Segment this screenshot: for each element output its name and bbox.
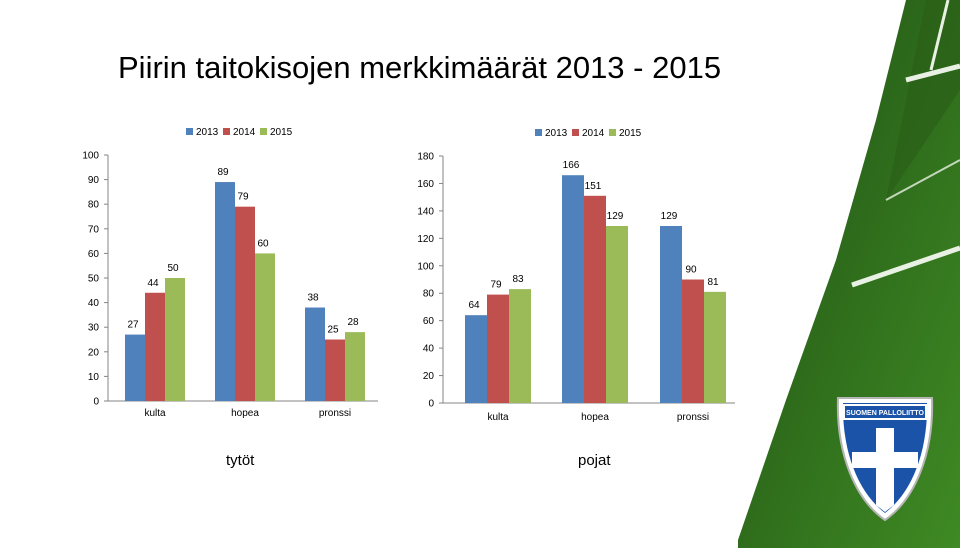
bar	[125, 334, 145, 401]
girls-bar-chart: 0 10 20 30 40 50 60 70 80 90 100 27 44 50 kulta 89 79 60 h…	[82, 127, 378, 419]
legend-swatch	[609, 129, 616, 136]
category-label: kulta	[144, 408, 166, 419]
data-label: 25	[327, 325, 339, 336]
data-label: 79	[490, 280, 502, 291]
data-label: 28	[347, 317, 359, 328]
legend-swatch	[572, 129, 579, 136]
data-label: 44	[147, 278, 159, 289]
data-label: 129	[661, 211, 678, 222]
category-label: hopea	[231, 408, 259, 419]
y-tick-label: 60	[423, 316, 435, 327]
data-label: 89	[217, 167, 229, 178]
bar	[487, 294, 509, 403]
legend-label: 2014	[233, 127, 256, 138]
category-label: kulta	[487, 412, 509, 423]
legend-label: 2013	[545, 128, 568, 139]
bar	[235, 206, 255, 401]
y-tick-label: 140	[417, 206, 434, 217]
girls-chart-caption: tytöt	[226, 452, 255, 469]
y-tick-label: 90	[88, 175, 100, 186]
data-label: 166	[563, 160, 580, 171]
y-tick-label: 0	[93, 397, 99, 408]
data-label: 151	[585, 181, 602, 192]
y-tick-label: 70	[88, 224, 100, 235]
bar	[305, 307, 325, 401]
bar	[562, 175, 584, 403]
boys-bar-chart: 0 20 40 60 80 100 120 140 160 180 64 79 83 kulta 166 15…	[417, 128, 735, 423]
legend-swatch	[535, 129, 542, 136]
data-label: 79	[237, 192, 249, 203]
y-tick-label: 50	[88, 274, 100, 285]
y-tick-label: 100	[417, 261, 434, 272]
y-tick-label: 20	[88, 347, 100, 358]
category-label: pronssi	[319, 408, 351, 419]
boys-chart-caption: pojat	[578, 452, 611, 469]
data-label: 90	[685, 265, 697, 276]
data-label: 27	[127, 320, 139, 331]
bar	[345, 332, 365, 401]
y-tick-label: 40	[423, 344, 435, 355]
y-tick-label: 60	[88, 249, 100, 260]
bar	[145, 292, 165, 401]
legend-swatch	[186, 128, 193, 135]
y-tick-label: 40	[88, 298, 100, 309]
bar	[165, 278, 185, 401]
y-tick-label: 30	[88, 323, 100, 334]
legend-label: 2014	[582, 128, 605, 139]
logo-text: SUOMEN PALLOLIITTO	[846, 410, 924, 417]
category-label: hopea	[581, 412, 609, 423]
y-tick-label: 160	[417, 179, 434, 190]
y-tick-label: 120	[417, 234, 434, 245]
data-label: 50	[167, 263, 179, 274]
y-tick-label: 80	[88, 200, 100, 211]
y-tick-label: 20	[423, 371, 435, 382]
legend-swatch	[223, 128, 230, 135]
football-field-background: SUOMEN PALLOLIITTO	[738, 0, 960, 548]
bar	[465, 315, 487, 403]
y-tick-label: 180	[417, 152, 434, 163]
bar	[325, 339, 345, 401]
bar	[509, 289, 531, 403]
bar	[215, 182, 235, 401]
data-label: 81	[707, 277, 719, 288]
legend-label: 2015	[270, 127, 293, 138]
bar	[606, 225, 628, 403]
bar	[255, 253, 275, 401]
bar	[704, 291, 726, 403]
data-label: 38	[307, 293, 319, 304]
y-tick-label: 0	[428, 399, 434, 410]
data-label: 60	[257, 238, 269, 249]
bar	[660, 225, 682, 403]
legend-label: 2013	[196, 127, 219, 138]
y-tick-label: 100	[82, 151, 99, 162]
bar	[584, 195, 606, 403]
suomen-palloliitto-logo-icon: SUOMEN PALLOLIITTO	[836, 397, 934, 522]
data-label: 64	[468, 300, 480, 311]
y-tick-label: 80	[423, 289, 435, 300]
legend-swatch	[260, 128, 267, 135]
data-label: 83	[512, 274, 524, 285]
category-label: pronssi	[677, 412, 709, 423]
y-tick-label: 10	[88, 372, 100, 383]
bar	[682, 279, 704, 403]
legend-label: 2015	[619, 128, 642, 139]
data-label: 129	[607, 211, 624, 222]
page-title: Piirin taitokisojen merkkimäärät 2013 - …	[118, 50, 722, 85]
